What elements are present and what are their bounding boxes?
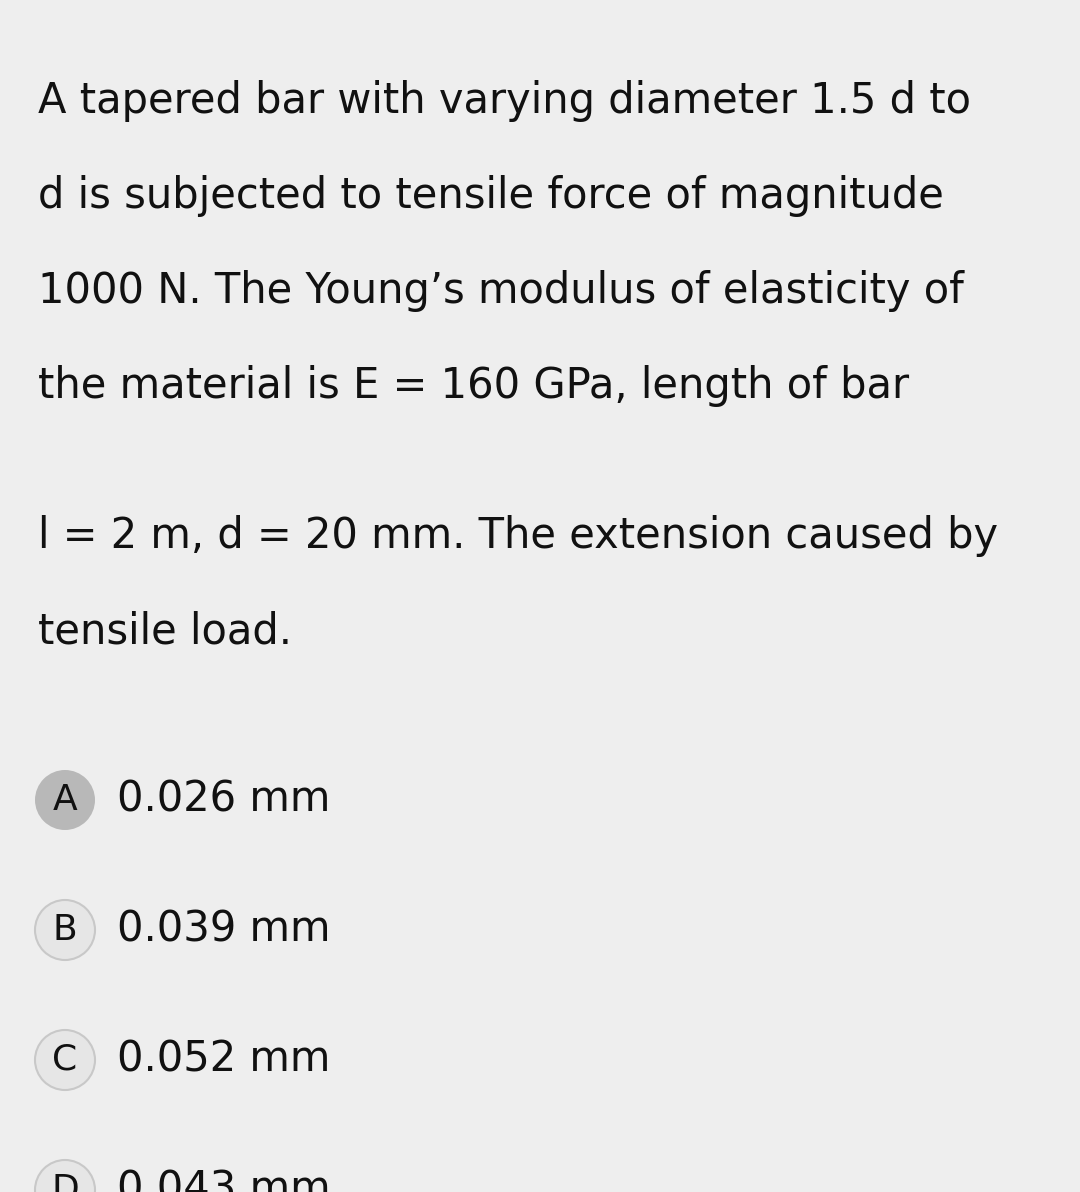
Text: 1000 N. The Young’s modulus of elasticity of: 1000 N. The Young’s modulus of elasticit… <box>38 271 963 312</box>
Text: A tapered bar with varying diameter 1.5 d to: A tapered bar with varying diameter 1.5 … <box>38 80 971 122</box>
Circle shape <box>35 1030 95 1089</box>
Circle shape <box>35 1160 95 1192</box>
Text: 0.026 mm: 0.026 mm <box>117 780 330 821</box>
Text: 0.052 mm: 0.052 mm <box>117 1039 330 1081</box>
Text: 0.039 mm: 0.039 mm <box>117 909 330 951</box>
Text: d is subjected to tensile force of magnitude: d is subjected to tensile force of magni… <box>38 175 944 217</box>
Text: the material is E = 160 GPa, length of bar: the material is E = 160 GPa, length of b… <box>38 365 909 406</box>
Text: A: A <box>53 783 78 817</box>
Text: l = 2 m, d = 20 mm. The extension caused by: l = 2 m, d = 20 mm. The extension caused… <box>38 515 998 557</box>
Text: D: D <box>51 1173 79 1192</box>
Text: tensile load.: tensile load. <box>38 610 292 652</box>
Text: B: B <box>53 913 78 946</box>
Text: 0.043 mm: 0.043 mm <box>117 1169 330 1192</box>
Circle shape <box>35 770 95 830</box>
Text: C: C <box>52 1043 78 1078</box>
Circle shape <box>35 900 95 960</box>
